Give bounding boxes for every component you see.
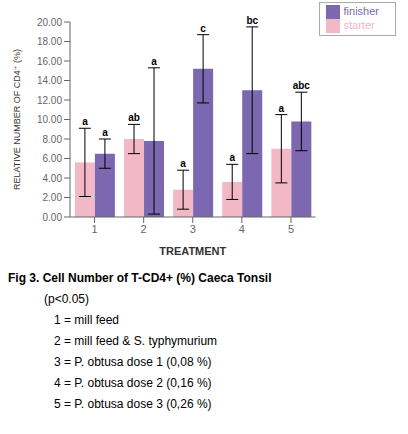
svg-text:a: a [82, 116, 88, 127]
svg-text:ab: ab [128, 112, 140, 123]
svg-text:c: c [200, 23, 206, 34]
svg-text:4: 4 [239, 223, 245, 235]
svg-text:a: a [180, 158, 186, 169]
svg-text:14.00: 14.00 [37, 75, 62, 86]
svg-text:a: a [151, 56, 157, 67]
html-text:3 = P. obtusa dose 1 (0,08 %): 3 = P. obtusa dose 1 (0,08 %) [54, 355, 212, 369]
html-text:1 = mill feed: 1 = mill feed [54, 313, 119, 327]
html-text:5 = P. obtusa dose 3 (0,26 %): 5 = P. obtusa dose 3 (0,26 %) [54, 397, 212, 411]
svg-text:8.00: 8.00 [43, 134, 63, 145]
svg-text:1: 1 [91, 223, 97, 235]
html-text:finisher: finisher [343, 5, 379, 17]
svg-text:12.00: 12.00 [37, 95, 62, 106]
html-text:2 = mill feed & S. typhymurium: 2 = mill feed & S. typhymurium [54, 334, 218, 348]
svg-text:2: 2 [141, 223, 147, 235]
svg-text:a: a [229, 152, 235, 163]
svg-text:a: a [279, 103, 285, 114]
html-text:(p<0.05): (p<0.05) [44, 292, 89, 306]
svg-text:RELATIVE NUMBER OF CD4⁺ (%): RELATIVE NUMBER OF CD4⁺ (%) [12, 49, 22, 190]
svg-text:bc: bc [246, 15, 258, 26]
svg-text:0.00: 0.00 [43, 212, 63, 223]
html-text:Fig 3. Cell Number of T-CD4+ (: Fig 3. Cell Number of T-CD4+ (%) Caeca T… [8, 271, 272, 285]
html-text:4 = P. obtusa dose 2 (0,16 %): 4 = P. obtusa dose 2 (0,16 %) [54, 376, 212, 390]
svg-text:5: 5 [288, 223, 294, 235]
svg-text:6.00: 6.00 [43, 153, 63, 164]
svg-text:10.00: 10.00 [37, 114, 62, 125]
svg-text:abc: abc [293, 80, 311, 91]
svg-text:a: a [102, 127, 108, 138]
svg-text:20.00: 20.00 [37, 17, 62, 28]
svg-text:4.00: 4.00 [43, 173, 63, 184]
svg-text:TREATMENT: TREATMENT [159, 245, 226, 257]
svg-text:18.00: 18.00 [37, 36, 62, 47]
svg-text:3: 3 [190, 223, 196, 235]
svg-text:2.00: 2.00 [43, 192, 63, 203]
svg-text:16.00: 16.00 [37, 56, 62, 67]
html-text:starter: starter [343, 19, 375, 32]
